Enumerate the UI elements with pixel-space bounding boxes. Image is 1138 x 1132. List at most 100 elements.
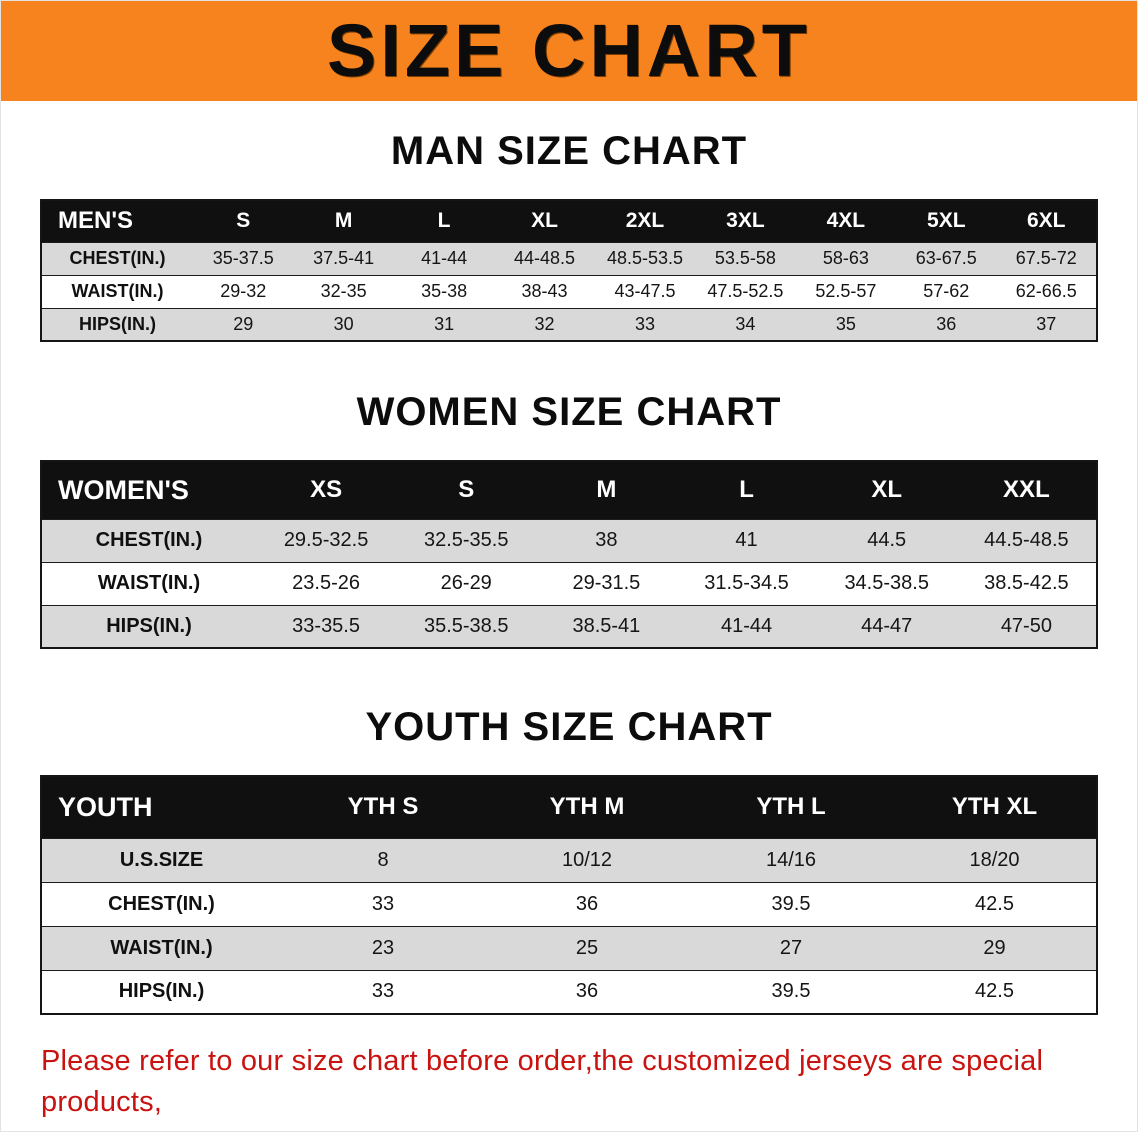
table-cell: 41-44 xyxy=(421,248,468,268)
row-label: HIPS(IN.) xyxy=(106,614,192,637)
notice-line-2: we don't accept cancel, change, teturn o… xyxy=(41,1127,1045,1131)
table-cell: 63-67.5 xyxy=(915,248,977,268)
table-cell: 29.5-32.5 xyxy=(283,529,369,551)
table-cell: 29-32 xyxy=(220,281,267,301)
table-cell: 53.5-58 xyxy=(714,248,776,268)
column-header: XXL xyxy=(1003,476,1050,504)
table-row: HIPS(IN.) 33 36 39.5 42.5 xyxy=(41,970,1097,1014)
column-header: M xyxy=(334,209,353,233)
table-cell: 38-43 xyxy=(521,281,568,301)
table-cell: 57-62 xyxy=(923,281,970,301)
table-row: CHEST(IN.) 35-37.5 37.5-41 41-44 44-48.5 48.5… xyxy=(41,242,1097,275)
column-header: M xyxy=(596,476,617,504)
row-label: WAIST(IN.) xyxy=(71,281,164,301)
table-cell: 10/12 xyxy=(561,848,613,871)
table-cell: 27 xyxy=(779,936,803,959)
table-cell: 37.5-41 xyxy=(313,248,375,268)
table-cell: 34.5-38.5 xyxy=(844,572,929,594)
column-header: XL xyxy=(531,209,558,233)
table-cell: 29 xyxy=(233,313,254,334)
table-cell: 33-35.5 xyxy=(292,614,360,637)
women-section-heading: WOMEN SIZE CHART xyxy=(356,390,782,434)
table-cell: 33 xyxy=(634,313,655,334)
table-corner-label: YOUTH xyxy=(58,791,153,822)
women-size-table: WOMEN'S XS S M L XL XXL CHEST(IN.) 29.5-32.5 32.5… xyxy=(40,460,1098,649)
table-row: CHEST(IN.) 29.5-32.5 32.5-35.5 38 41 44.5 44.5… xyxy=(41,519,1097,562)
row-label: U.S.SIZE xyxy=(119,848,204,871)
column-header: L xyxy=(437,209,451,233)
table-cell: 44-47 xyxy=(861,614,913,637)
spacer xyxy=(1,751,1137,775)
row-label: WAIST(IN.) xyxy=(110,936,213,959)
table-cell: 38.5-41 xyxy=(572,614,641,637)
table-cell: 34 xyxy=(735,313,756,334)
table-header-row: YOUTH YTH S YTH M YTH L YTH XL xyxy=(41,776,1097,838)
column-header: XS xyxy=(310,476,343,504)
table-cell: 29 xyxy=(983,936,1006,959)
table-cell: 67.5-72 xyxy=(1015,248,1077,268)
row-label: CHEST(IN.) xyxy=(69,248,166,268)
column-header: 5XL xyxy=(927,209,966,233)
table-cell: 32 xyxy=(534,313,555,334)
table-row: WAIST(IN.) 23 25 27 29 xyxy=(41,926,1097,970)
table-row: WAIST(IN.) 23.5-26 26-29 29-31.5 31.5-34.5 34… xyxy=(41,562,1097,605)
banner: SIZE CHART xyxy=(1,1,1137,101)
table-cell: 26-29 xyxy=(440,572,492,594)
table-corner-label: WOMEN'S xyxy=(58,474,189,505)
spacer xyxy=(1,342,1137,388)
table-cell: 58-63 xyxy=(822,248,869,268)
table-cell: 47-50 xyxy=(1000,614,1052,637)
youth-section-heading: YOUTH SIZE CHART xyxy=(365,705,773,749)
table-corner-label: MEN'S xyxy=(58,207,134,235)
table-cell: 35-37.5 xyxy=(212,248,274,268)
column-header: YTH M xyxy=(549,793,625,821)
table-cell: 38 xyxy=(595,529,618,551)
table-cell: 43-47.5 xyxy=(614,281,676,301)
column-header: 6XL xyxy=(1026,209,1066,233)
table-row: U.S.SIZE 8 10/12 14/16 18/20 xyxy=(41,838,1097,882)
table-cell: 35.5-38.5 xyxy=(423,614,509,637)
column-header: S xyxy=(236,209,251,233)
table-row: WAIST(IN.) 29-32 32-35 35-38 38-43 43-47.5 47.… xyxy=(41,275,1097,308)
column-header: YTH XL xyxy=(951,793,1038,821)
page-title: SIZE CHART xyxy=(327,9,811,92)
table-cell: 39.5 xyxy=(771,892,811,915)
row-label: CHEST(IN.) xyxy=(108,892,215,915)
column-header: S xyxy=(458,476,475,504)
table-cell: 41-44 xyxy=(720,614,773,637)
table-cell: 48.5-53.5 xyxy=(606,248,683,268)
row-label: WAIST(IN.) xyxy=(97,572,201,594)
table-cell: 41 xyxy=(735,529,758,551)
table-cell: 31 xyxy=(434,313,455,334)
table-cell: 44.5-48.5 xyxy=(984,529,1069,551)
table-cell: 36 xyxy=(936,313,957,334)
table-cell: 30 xyxy=(333,313,354,334)
column-header: L xyxy=(739,476,754,504)
table-row: HIPS(IN.) 29 30 31 32 33 34 35 36 37 xyxy=(41,308,1097,341)
table-cell: 23 xyxy=(371,936,395,959)
table-cell: 42.5 xyxy=(975,892,1014,915)
notice-line-1: Please refer to our size chart before or… xyxy=(41,1045,1044,1118)
table-cell: 44.5 xyxy=(867,529,907,551)
table-row: CHEST(IN.) 33 36 39.5 42.5 xyxy=(41,882,1097,926)
men-size-table: MEN'S S M L XL 2XL 3XL 4XL 5XL 6XL CHEST(IN.) 35-37… xyxy=(40,199,1098,342)
table-cell: 36 xyxy=(575,892,599,915)
table-cell: 47.5-52.5 xyxy=(707,281,784,301)
table-header-row: WOMEN'S XS S M L XL XXL xyxy=(41,461,1097,519)
table-cell: 39.5 xyxy=(771,980,811,1003)
table-cell: 38.5-42.5 xyxy=(984,572,1069,594)
spacer xyxy=(1,101,1137,127)
spacer xyxy=(1,175,1137,199)
table-header-row: MEN'S S M L XL 2XL 3XL 4XL 5XL 6XL xyxy=(41,200,1097,242)
table-row: HIPS(IN.) 33-35.5 35.5-38.5 38.5-41 41-44 44-… xyxy=(41,605,1097,648)
table-cell: 29-31.5 xyxy=(572,572,641,594)
column-header: XL xyxy=(871,476,903,504)
table-cell: 35 xyxy=(835,313,856,334)
table-cell: 37 xyxy=(1036,313,1057,334)
youth-size-section: YOUTH SIZE CHART YOUTH YTH S YTH M YTH L YTH… xyxy=(1,703,1137,1015)
row-label: HIPS(IN.) xyxy=(78,313,156,334)
table-cell: 33 xyxy=(371,980,395,1003)
column-header: 3XL xyxy=(726,209,765,233)
table-cell: 33 xyxy=(371,892,395,915)
